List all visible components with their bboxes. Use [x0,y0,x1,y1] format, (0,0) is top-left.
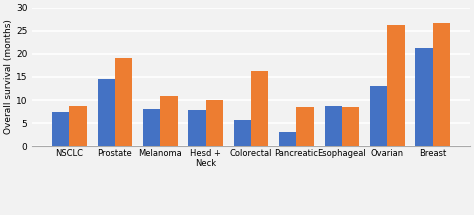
Bar [98,79,115,146]
Bar [188,110,206,146]
Bar [143,109,160,146]
Y-axis label: Overall survival (months): Overall survival (months) [4,20,13,134]
Bar [115,58,132,146]
Bar [433,23,450,146]
Bar [160,96,177,146]
Bar [325,106,342,146]
Bar [52,112,70,146]
Bar [387,25,404,146]
Bar [206,100,223,146]
Bar [342,107,359,146]
Bar [70,106,87,146]
Bar [415,48,433,146]
Bar [279,132,296,146]
Bar [296,108,314,146]
Bar [251,71,268,146]
Bar [234,120,251,146]
Bar [370,86,387,146]
